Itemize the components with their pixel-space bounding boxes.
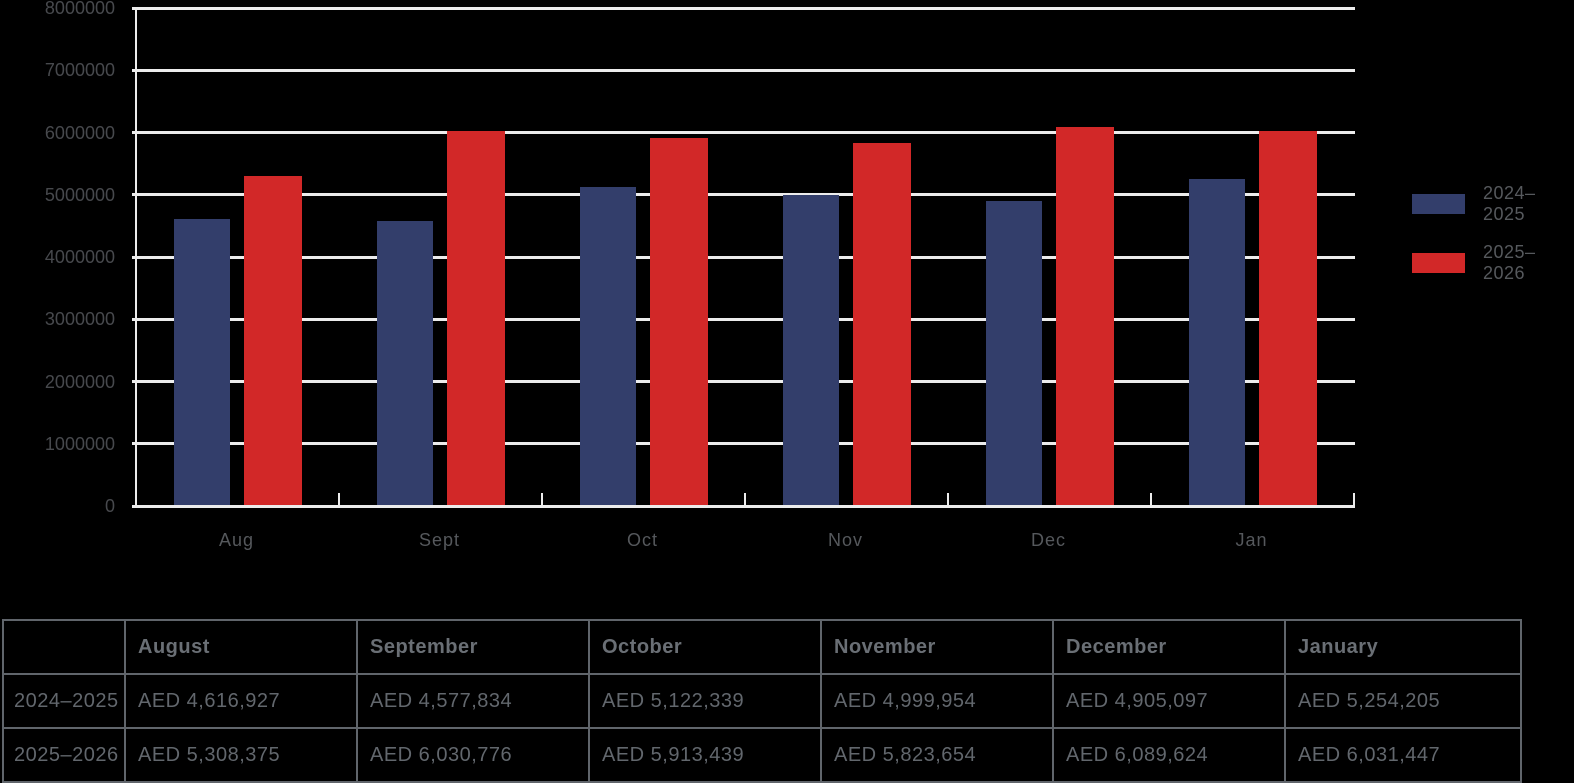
- x-axis-labels: Aug Sept Oct Nov Dec Jan: [135, 530, 1353, 551]
- bar: [244, 175, 302, 506]
- table-cell: AED 5,823,654: [820, 727, 1054, 783]
- x-axis-tick: [1353, 493, 1355, 506]
- legend-swatch: [1412, 194, 1465, 214]
- table-cell: AED 5,254,205: [1284, 673, 1522, 729]
- x-axis-tick: [338, 493, 340, 506]
- table-cell: AED 4,577,834: [356, 673, 590, 729]
- table-corner-cell: [2, 619, 126, 675]
- bar: [174, 218, 230, 506]
- table-cell: AED 6,089,624: [1052, 727, 1286, 783]
- x-axis-tick: [947, 493, 949, 506]
- y-axis-tick-label: 0: [104, 496, 115, 516]
- table-row-label: 2024–2025: [2, 673, 126, 729]
- gridline: [132, 131, 1355, 134]
- gridline: [132, 255, 1355, 259]
- table-cell: AED 6,031,447: [1284, 727, 1522, 783]
- legend-swatch: [1412, 253, 1465, 273]
- gridline: [132, 6, 1355, 10]
- x-axis-tick: [541, 493, 543, 506]
- bar: [1056, 126, 1114, 506]
- table-header-cell: January: [1284, 619, 1522, 675]
- table-cell: AED 4,999,954: [820, 673, 1054, 729]
- bar: [783, 194, 839, 506]
- bar: [1189, 178, 1245, 506]
- table-row-label: 2025–2026: [2, 727, 126, 783]
- legend-item: 2024–2025: [1412, 183, 1574, 225]
- bar: [580, 187, 636, 506]
- y-axis-tick-label: 7000000: [44, 60, 115, 81]
- y-axis-tick-label: 2000000: [44, 371, 115, 392]
- x-axis-label: Sept: [418, 530, 461, 550]
- bar: [1259, 130, 1317, 506]
- table-header-cell: September: [356, 619, 590, 675]
- gridline: [132, 504, 1355, 508]
- legend-item: 2025–2026: [1412, 242, 1574, 284]
- y-axis-tick-label: 3000000: [44, 309, 115, 330]
- data-table: August September October November December Ja…: [2, 619, 1522, 783]
- table-header-cell: October: [588, 619, 822, 675]
- table-cell: AED 4,905,097: [1052, 673, 1286, 729]
- table-header-cell: December: [1052, 619, 1286, 675]
- x-axis-label: Dec: [1030, 530, 1066, 550]
- plot-area: [132, 6, 1355, 508]
- table-cell: AED 6,030,776: [356, 727, 590, 783]
- bar: [377, 221, 433, 506]
- table-cell: AED 5,913,439: [588, 727, 822, 783]
- table-row: 2024–2025 AED 4,616,927 AED 4,577,834 AED 5…: [2, 673, 1522, 729]
- gridline: [132, 193, 1355, 197]
- x-axis-label: Oct: [626, 530, 658, 550]
- x-axis-tick: [744, 493, 746, 506]
- x-axis-label: Nov: [827, 530, 863, 550]
- gridline: [132, 442, 1355, 446]
- table-row: 2025–2026 AED 5,308,375 AED 6,030,776 AED 5…: [2, 727, 1522, 783]
- y-axis-tick-label: 6000000: [44, 122, 115, 143]
- table-header-row: August September October November December Ja…: [2, 619, 1522, 675]
- bar: [986, 200, 1042, 506]
- legend-label: 2025–2026: [1482, 242, 1536, 283]
- table-cell: AED 5,122,339: [588, 673, 822, 729]
- table-header-cell: August: [124, 619, 358, 675]
- bar: [447, 130, 505, 506]
- bar: [650, 137, 708, 506]
- gridline: [132, 380, 1355, 383]
- legend-label: 2024–2025: [1482, 183, 1536, 224]
- x-axis-label: Aug: [218, 530, 255, 550]
- x-axis-tick: [1150, 493, 1152, 506]
- gridline: [132, 317, 1355, 321]
- y-axis-tick-label: 8000000: [44, 0, 115, 18]
- gridline: [132, 68, 1355, 72]
- bar: [853, 143, 911, 506]
- y-axis-tick-label: 4000000: [44, 247, 115, 267]
- table-header-cell: November: [820, 619, 1054, 675]
- table-cell: AED 5,308,375: [124, 727, 358, 783]
- y-axis-tick-label: 5000000: [44, 184, 115, 205]
- x-axis-label: Jan: [1235, 530, 1268, 550]
- y-axis-tick-label: 1000000: [44, 433, 115, 454]
- chart-legend: 2024–2025 2025–2026: [1412, 183, 1574, 284]
- y-axis-tick-labels: 0 1000000 2000000 3000000 4000000 5000000 6000…: [0, 0, 115, 560]
- table-cell: AED 4,616,927: [124, 673, 358, 729]
